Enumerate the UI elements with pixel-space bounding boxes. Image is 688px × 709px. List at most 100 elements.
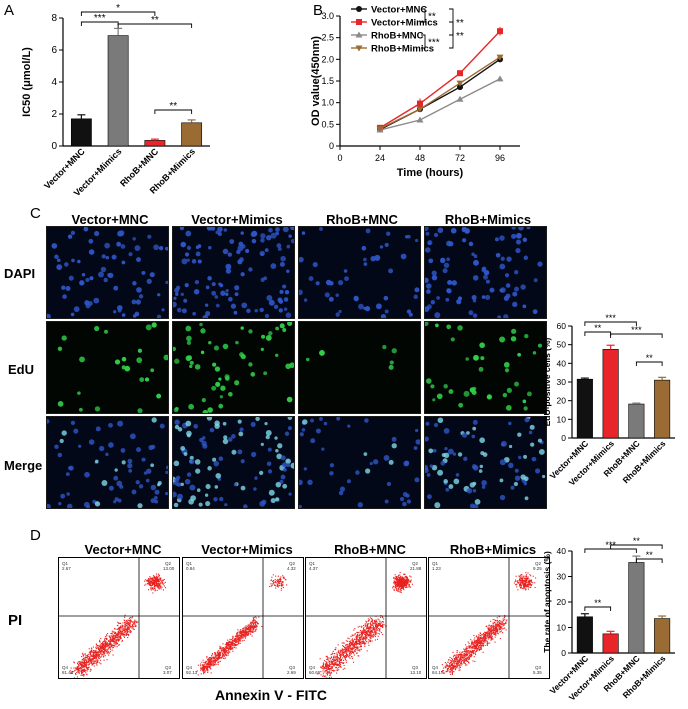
- event-dot: [117, 634, 119, 636]
- event-dot: [223, 655, 225, 657]
- merge-dot: [369, 461, 373, 466]
- event-dot: [400, 579, 402, 581]
- event-dot: [368, 633, 370, 635]
- event-dot: [89, 652, 91, 654]
- event-dot: [333, 655, 335, 657]
- event-dot: [103, 656, 105, 658]
- event-dot: [214, 657, 216, 659]
- event-dot: [211, 664, 213, 666]
- event-dot: [492, 618, 494, 621]
- event-dot: [489, 631, 491, 633]
- event-dot: [326, 668, 328, 670]
- event-dot: [371, 636, 373, 638]
- event-dot: [227, 644, 229, 646]
- event-dot: [368, 626, 370, 628]
- event-dot: [87, 664, 89, 666]
- event-dot: [480, 640, 483, 642]
- event-dot: [104, 638, 106, 640]
- nucleus-dot: [186, 245, 192, 251]
- event-dot: [477, 646, 480, 648]
- event-dot: [202, 664, 204, 667]
- event-dot: [216, 653, 218, 655]
- event-dot: [364, 633, 366, 636]
- event-dot: [336, 655, 338, 657]
- merge-dot: [268, 489, 275, 496]
- event-dot: [357, 642, 359, 644]
- event-dot: [326, 658, 328, 660]
- event-dot: [83, 670, 85, 673]
- event-dot: [197, 664, 199, 666]
- nucleus-dot: [500, 256, 505, 261]
- merge-dot: [388, 459, 394, 465]
- event-dot: [357, 646, 359, 648]
- event-dot: [158, 579, 160, 581]
- edu-dot: [532, 351, 537, 355]
- event-dot: [248, 631, 250, 633]
- event-dot: [157, 578, 159, 580]
- event-dot: [453, 654, 456, 656]
- event-dot: [406, 581, 408, 583]
- event-dot: [454, 657, 456, 659]
- merge-dot: [441, 452, 446, 458]
- merge-dot: [165, 465, 168, 470]
- event-dot: [110, 641, 112, 643]
- event-dot: [220, 646, 222, 648]
- event-dot: [474, 651, 477, 653]
- merge-dot: [95, 459, 99, 464]
- event-dot: [371, 620, 373, 623]
- event-dot: [79, 667, 81, 669]
- event-dot: [496, 620, 498, 622]
- event-dot: [122, 627, 124, 629]
- event-dot: [276, 585, 278, 587]
- edu-dot: [214, 366, 221, 372]
- event-dot: [411, 583, 414, 585]
- event-dot: [91, 651, 93, 653]
- event-dot: [75, 674, 77, 676]
- edu-dot: [145, 324, 152, 331]
- event-dot: [227, 652, 229, 654]
- event-dot: [283, 577, 285, 580]
- event-dot: [366, 633, 368, 635]
- event-dot: [397, 583, 399, 585]
- nucleus-dot: [428, 258, 434, 264]
- event-dot: [372, 626, 375, 628]
- event-dot: [373, 622, 375, 624]
- event-dot: [492, 630, 494, 632]
- event-dot: [77, 664, 79, 666]
- event-dot: [359, 637, 361, 639]
- event-dot: [128, 623, 130, 626]
- event-dot: [159, 579, 161, 581]
- event-dot: [374, 623, 376, 625]
- event-dot: [222, 649, 224, 651]
- edu-dot: [261, 334, 266, 339]
- event-dot: [112, 647, 114, 649]
- event-dot: [359, 643, 361, 645]
- event-dot: [150, 580, 153, 583]
- event-dot: [349, 646, 351, 648]
- event-dot: [224, 649, 226, 651]
- event-dot: [119, 634, 121, 636]
- event-dot: [128, 621, 130, 623]
- event-dot: [109, 641, 111, 643]
- event-dot: [478, 643, 480, 645]
- event-dot: [452, 660, 454, 662]
- event-dot: [215, 659, 217, 661]
- merge-dot: [479, 464, 484, 469]
- event-dot: [156, 589, 158, 591]
- event-dot: [346, 654, 348, 656]
- event-dot: [272, 574, 274, 576]
- event-dot: [368, 627, 371, 629]
- merge-dot: [288, 492, 292, 496]
- event-dot: [275, 585, 277, 587]
- event-dot: [110, 635, 112, 637]
- event-dot: [221, 652, 223, 655]
- event-dot: [352, 635, 354, 637]
- col-head-rhob-mnc: RhoB+MNC: [326, 212, 398, 227]
- event-dot: [256, 628, 258, 630]
- flow-head-rhob-mimics: RhoB+Mimics: [449, 542, 537, 557]
- event-dot: [400, 576, 402, 578]
- event-dot: [129, 630, 132, 632]
- event-dot: [154, 589, 157, 591]
- event-dot: [244, 631, 246, 633]
- event-dot: [90, 659, 92, 661]
